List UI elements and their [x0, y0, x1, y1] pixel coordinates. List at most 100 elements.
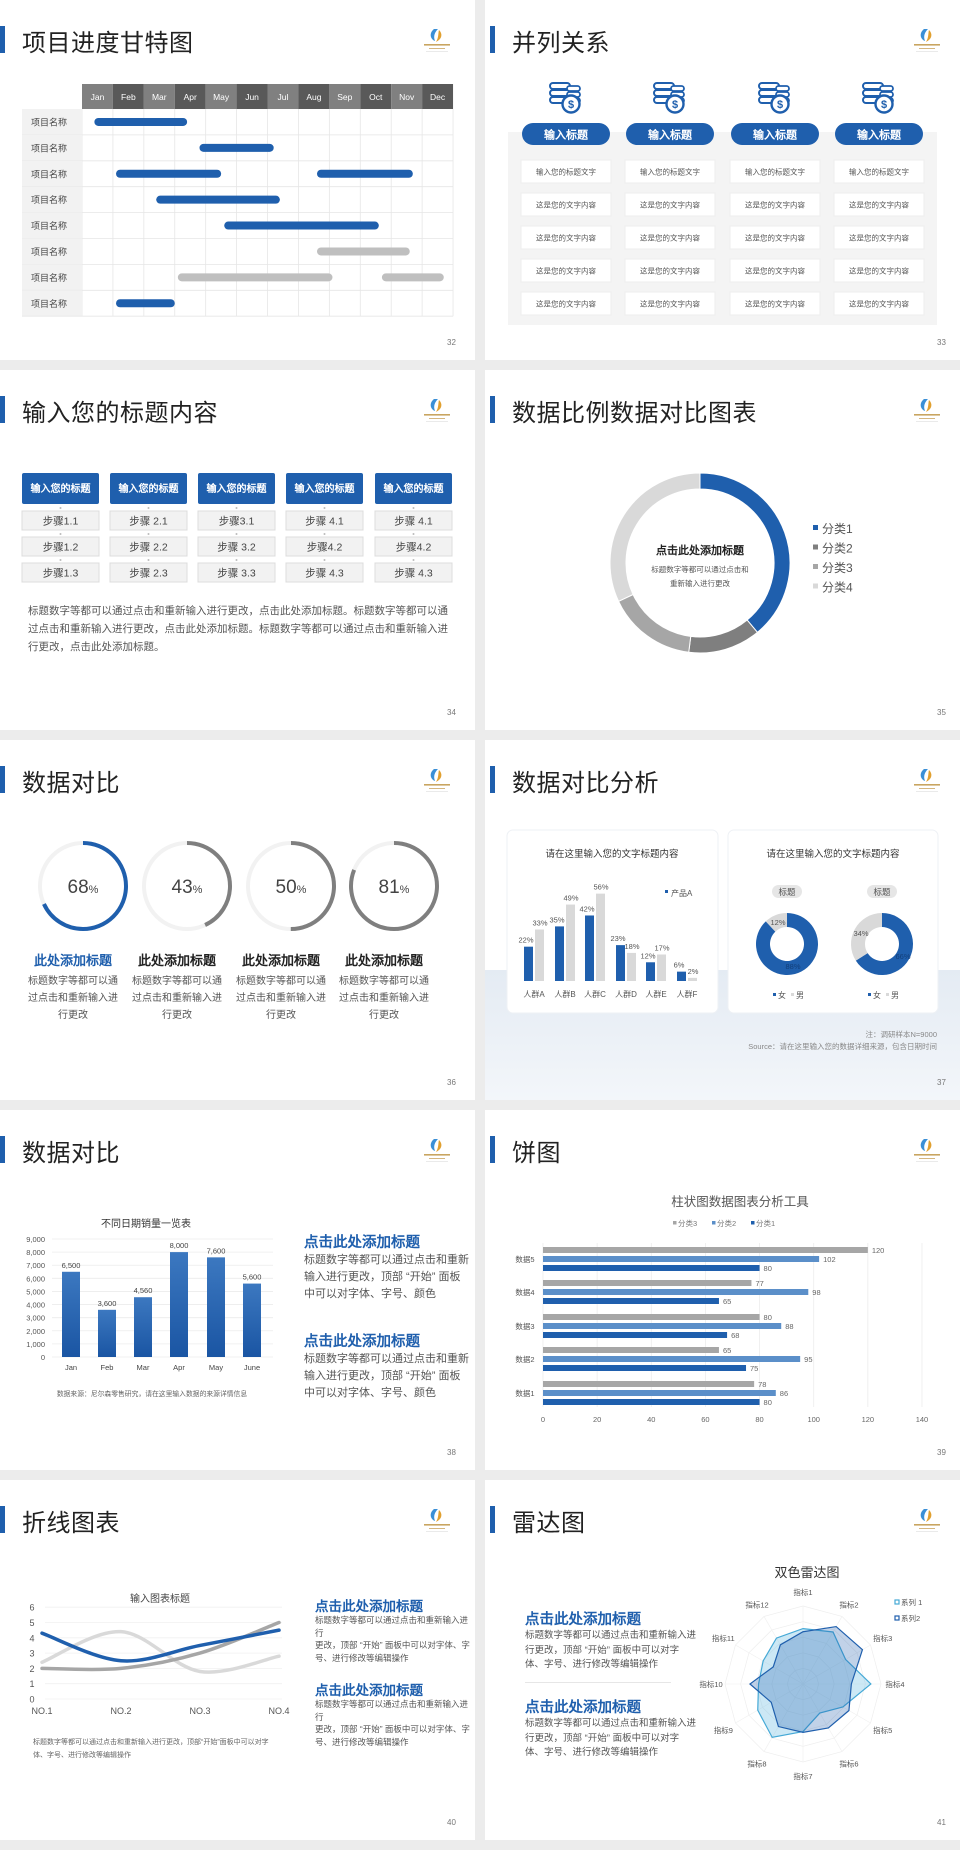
dollar-circle: [665, 94, 685, 114]
month-header-cell: [82, 84, 113, 109]
category-label: 人群E: [645, 989, 666, 999]
title-button-label: 输入标题: [648, 128, 693, 142]
ring-number: 81: [379, 877, 400, 898]
text-line: 体、字号、进行修改等编辑操作: [525, 1747, 659, 1758]
bar: [543, 1265, 760, 1271]
step-box: [197, 562, 276, 583]
text-line: 更改，顶部 “开始” 面板中可以对字体、字: [315, 1724, 470, 1735]
step-box: [21, 536, 100, 557]
ring-title: 此处添加标题: [138, 953, 217, 968]
text-line: 标题数字等都可以通过点击和重新输入进: [525, 1718, 697, 1729]
chart-title: 双色雷达图: [774, 1565, 839, 1580]
row-label-cell: [22, 290, 82, 317]
connector-dot: [59, 559, 62, 561]
x-tick-label: 40: [647, 1415, 655, 1424]
logo-leaf-blue: [430, 399, 438, 411]
month-header-cell: [143, 84, 175, 109]
note-text: 注：调研样本N=9000: [866, 1029, 937, 1039]
connector-dot: [235, 507, 238, 509]
gantt-bar: [116, 299, 175, 308]
x-tick-label: 140: [916, 1415, 929, 1424]
y-tick-label: 2: [29, 1664, 34, 1674]
title-button: [731, 123, 819, 145]
text-line: 中可以对字体、字号、颜色: [304, 1288, 436, 1300]
section-heading: 点击此处添加标题: [525, 1700, 641, 1716]
slide-radar[interactable]: 雷达图 双色雷达图 指标1 指标2 指标3 指标4 指标5 指标6 指标7 指标8 指标9 指标10…: [485, 1480, 960, 1840]
legend-label: 分类1: [822, 522, 853, 536]
row-label: 项目名称: [31, 194, 67, 205]
section-text: 标题数字等都可以通过点击和重新输入进 行更改，顶部 “开始” 面板中可以对字 体…: [525, 1717, 696, 1761]
legend-label: 分类2: [717, 1218, 736, 1228]
logo-text-mark: [914, 1154, 940, 1156]
slide-title: 项目进度甘特图: [22, 30, 194, 57]
legend-swatch: [791, 993, 794, 996]
slide-gantt[interactable]: 项目进度甘特图 Jan Feb Mar Apr May Jun Jul Aug Sep Oct No…: [0, 0, 475, 360]
row-label: 项目名称: [31, 220, 67, 231]
logo-leaf-blue: [920, 1139, 928, 1151]
text-cell: [729, 291, 821, 316]
legend-swatch: [894, 1599, 900, 1605]
y-tick-label: 3: [29, 1649, 34, 1659]
chart-label-pill: [772, 885, 802, 898]
y-tick-label: 1: [29, 1679, 34, 1689]
month-header-cell: [422, 84, 454, 109]
logo-text-mark: [426, 51, 448, 52]
slide-horizontal-bar[interactable]: 饼图 柱状图数据图表分析工具 分类3 分类2 分类1 0 20 40 60 80 100 120 14…: [485, 1110, 960, 1470]
slide-title: 饼图: [512, 1140, 561, 1167]
axis-label: 指标12: [745, 1599, 768, 1609]
legend-label: 系列2: [901, 1613, 920, 1623]
step-box: [197, 510, 276, 531]
data-label: 22%: [518, 936, 533, 945]
ring-unit: %: [400, 884, 410, 896]
logo-text-mark: [424, 1154, 450, 1156]
cell-text: 这是您的文字内容: [640, 299, 700, 309]
section-text: 标题数字等都可以通过点击和重新输入进 行更改，顶部 “开始” 面板中可以对字 体…: [525, 1629, 696, 1673]
legend-label: 女: [778, 990, 786, 1000]
data-label: 18%: [624, 942, 639, 951]
legend-label: 分类3: [822, 561, 853, 575]
axis-label: 指标6: [839, 1759, 858, 1769]
slide-parallel[interactable]: 并列关系 $ 输入标题 输入您的标题文字 这是您的文字内容 这是您的文字内容 这是您的文字…: [485, 0, 960, 360]
cell-text: 这是您的文字内容: [745, 233, 805, 243]
bar: [585, 915, 594, 981]
title-accent-bar: [490, 26, 495, 53]
data-label: 102: [823, 1255, 836, 1264]
text-cell: [624, 291, 716, 316]
y-tick-label: 9,000: [26, 1235, 45, 1244]
connector-dot: [412, 559, 415, 561]
logo: [424, 769, 450, 792]
slide-donut[interactable]: 数据比例数据对比图表 点击此处添加标题 标题数字等都可以通过点击和 重新输入进行更改…: [485, 370, 960, 730]
data-label: 98: [812, 1288, 820, 1297]
slide-title: 数据对比: [22, 1140, 120, 1167]
row-label-cell: [22, 160, 82, 187]
cell-text: 这是您的文字内容: [536, 299, 596, 309]
slide-progress-rings[interactable]: 数据对比 68% 此处添加标题 标题数字等都可以通 过点击和重新输入进 行更改 43% 此处…: [0, 740, 475, 1100]
step-label: 步骤 2.1: [129, 516, 168, 528]
bar: [657, 954, 666, 981]
logo: [424, 29, 450, 52]
title-button: [626, 123, 714, 145]
coins-dollar-icon: $: [549, 82, 581, 114]
slide-steps[interactable]: 输入您的标题内容 输入您的标题 步骤1.1 步骤1.2 步骤1.3 输入您的标题 步骤 2…: [0, 370, 475, 730]
text-line: 输入进行更改，顶部 “开始” 面板: [304, 1271, 461, 1283]
ring-progress: [142, 841, 232, 931]
title-accent-bar: [0, 1136, 5, 1163]
logo-text-mark: [424, 414, 450, 416]
data-label: 80: [764, 1264, 772, 1273]
slide-comparison-analysis[interactable]: 请在这里输入您的文字标题内容 22% 33% 人群A 35% 49% 人群B 42% 56% 人群…: [485, 740, 960, 1100]
slide-line-chart[interactable]: 折线图表 输入图表标题 0 1 2 3 4 5 6 NO.1 NO.2 NO.3 NO.4 标题数字等都…: [0, 1480, 475, 1840]
logo-leaf-blue: [430, 1509, 438, 1521]
legend-swatch: [813, 583, 818, 589]
step-header: [110, 473, 187, 504]
radar-spoke: [802, 1616, 843, 1685]
slide-sales-bar[interactable]: 数据对比 不同日期销量一览表 0 1,000 2,000 3,000 4,000 5,000…: [0, 1110, 475, 1470]
bar: [243, 1283, 261, 1357]
title-accent-bar: [490, 1506, 495, 1533]
bar: [543, 1390, 776, 1396]
y-tick-label: 7,000: [26, 1261, 45, 1270]
data-label: 2%: [688, 967, 699, 976]
legend-label: 分类1: [756, 1218, 775, 1228]
x-tick-label: Feb: [101, 1363, 114, 1372]
bar: [170, 1252, 188, 1357]
